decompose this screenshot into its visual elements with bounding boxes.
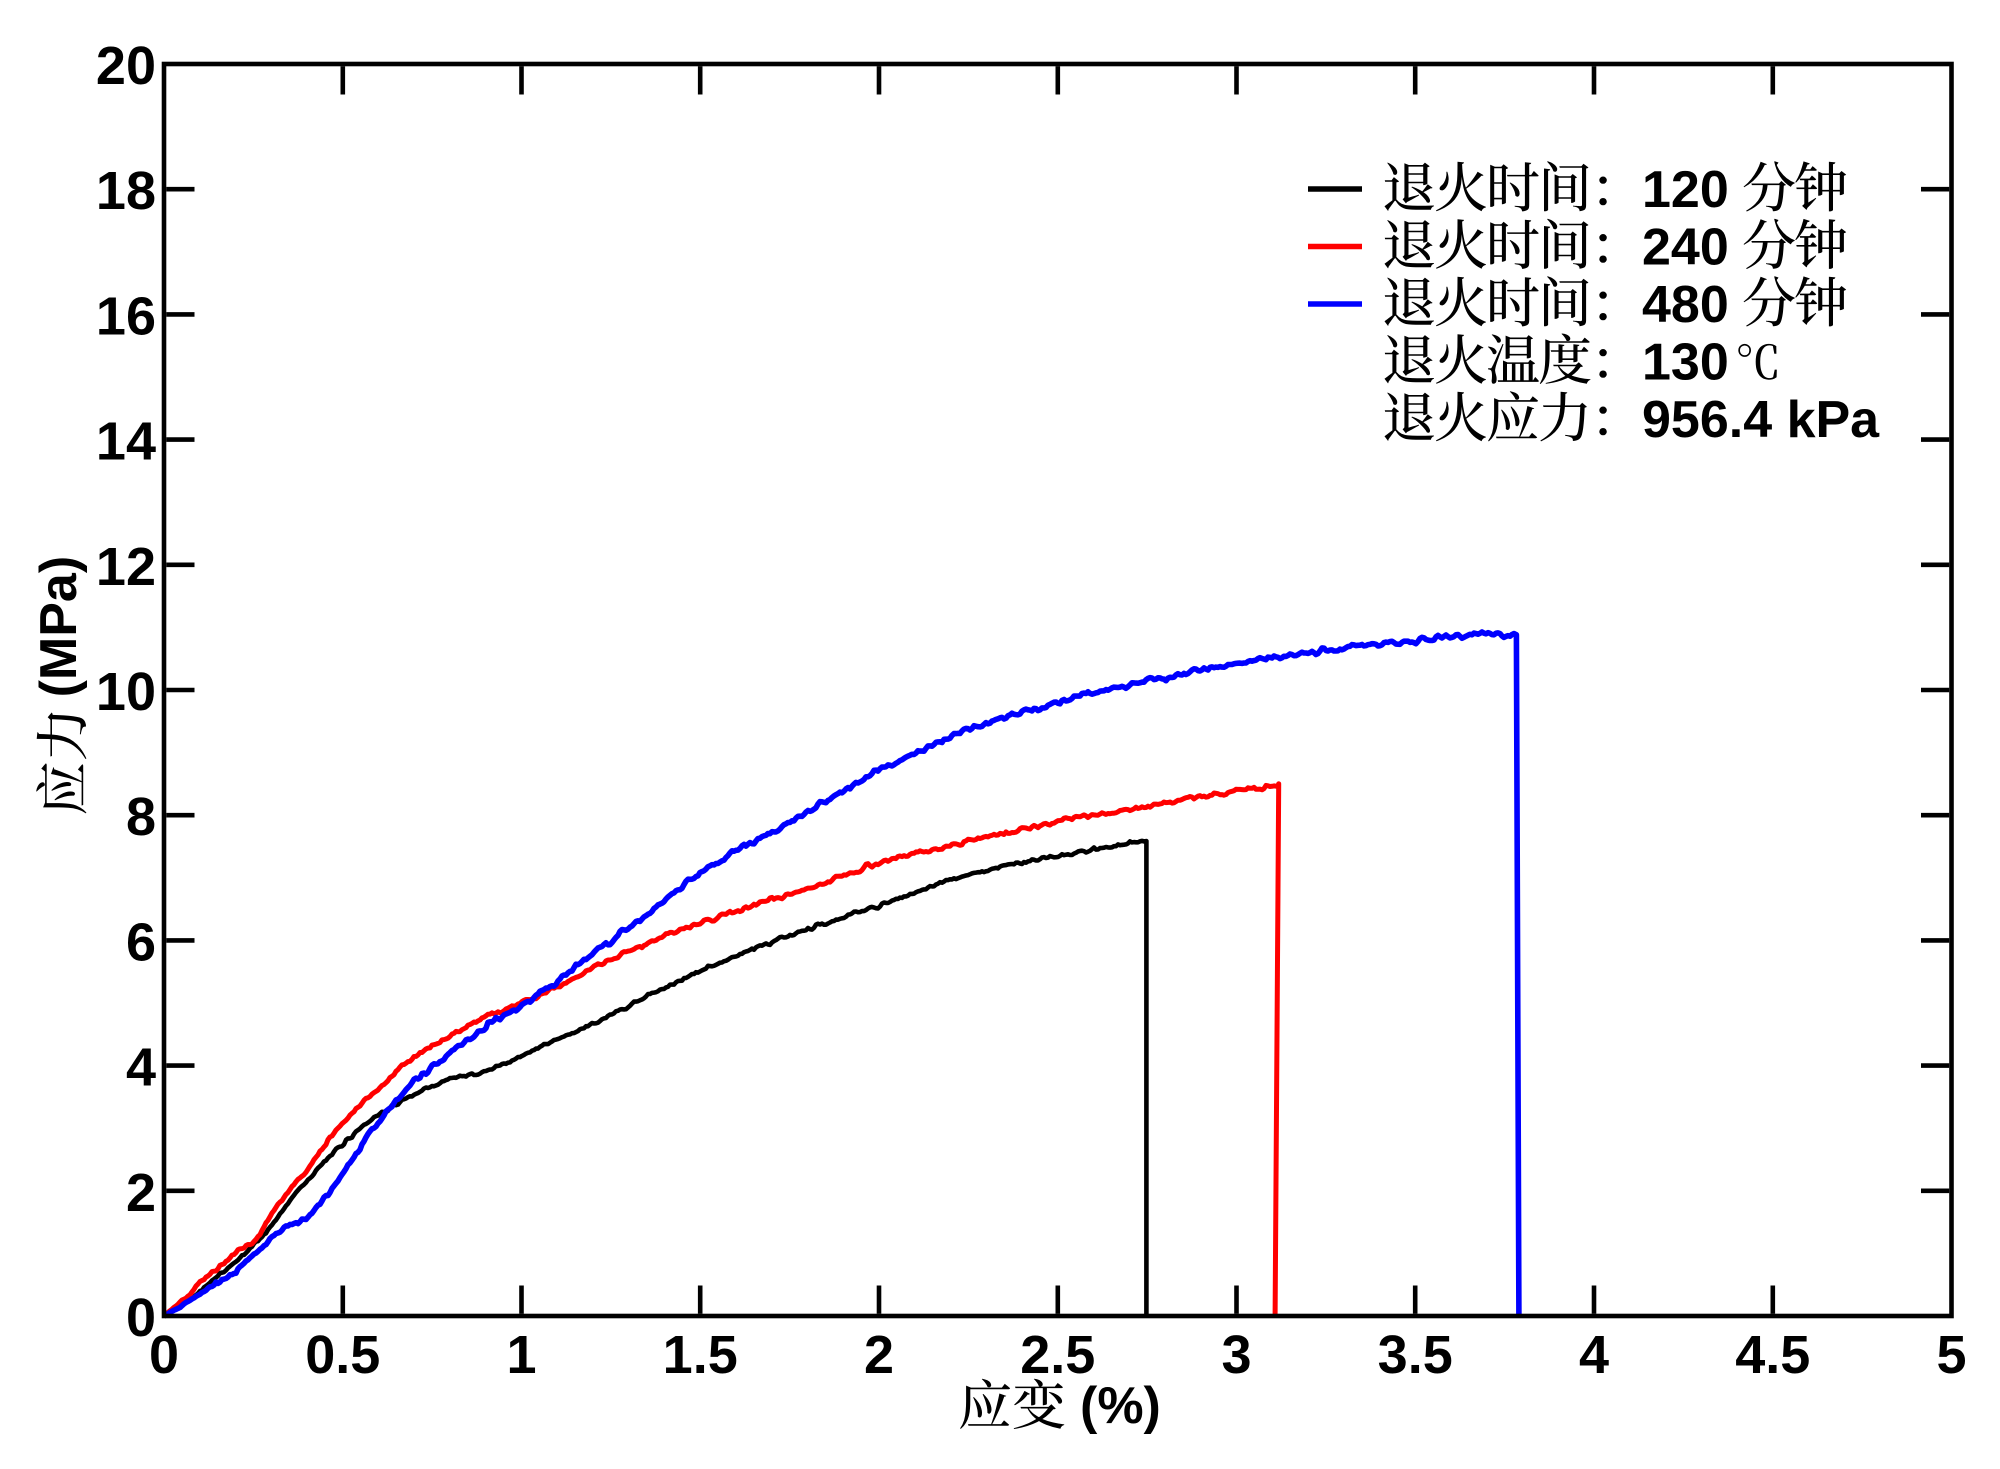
svg-text:(%): (%) (1080, 1377, 1161, 1435)
svg-text:0.5: 0.5 (305, 1325, 380, 1385)
svg-text:1: 1 (506, 1325, 536, 1385)
svg-text:3: 3 (1221, 1325, 1251, 1385)
svg-text:0: 0 (149, 1325, 179, 1385)
svg-text:4.5: 4.5 (1735, 1325, 1810, 1385)
svg-text:130: 130 (1642, 334, 1729, 392)
svg-text:20: 20 (96, 36, 156, 96)
svg-text:14: 14 (96, 412, 156, 472)
svg-text:8: 8 (126, 787, 156, 847)
svg-text:10: 10 (96, 662, 156, 722)
svg-text:2: 2 (126, 1163, 156, 1223)
svg-text:2.5: 2.5 (1020, 1325, 1095, 1385)
svg-text:2: 2 (864, 1325, 894, 1385)
svg-text:3.5: 3.5 (1378, 1325, 1453, 1385)
svg-text:956.4 kPa: 956.4 kPa (1642, 391, 1880, 449)
svg-text:16: 16 (96, 286, 156, 346)
svg-text:0: 0 (126, 1288, 156, 1348)
svg-text:12: 12 (96, 537, 156, 597)
svg-text:4: 4 (126, 1038, 156, 1098)
svg-text:4: 4 (1579, 1325, 1609, 1385)
svg-text:480: 480 (1642, 276, 1729, 334)
svg-text:(MPa): (MPa) (30, 556, 88, 698)
svg-text:120: 120 (1642, 161, 1729, 219)
svg-text:5: 5 (1936, 1325, 1966, 1385)
svg-text:18: 18 (96, 161, 156, 221)
svg-text:240: 240 (1642, 219, 1729, 277)
svg-text:1.5: 1.5 (663, 1325, 738, 1385)
svg-text:6: 6 (126, 912, 156, 972)
